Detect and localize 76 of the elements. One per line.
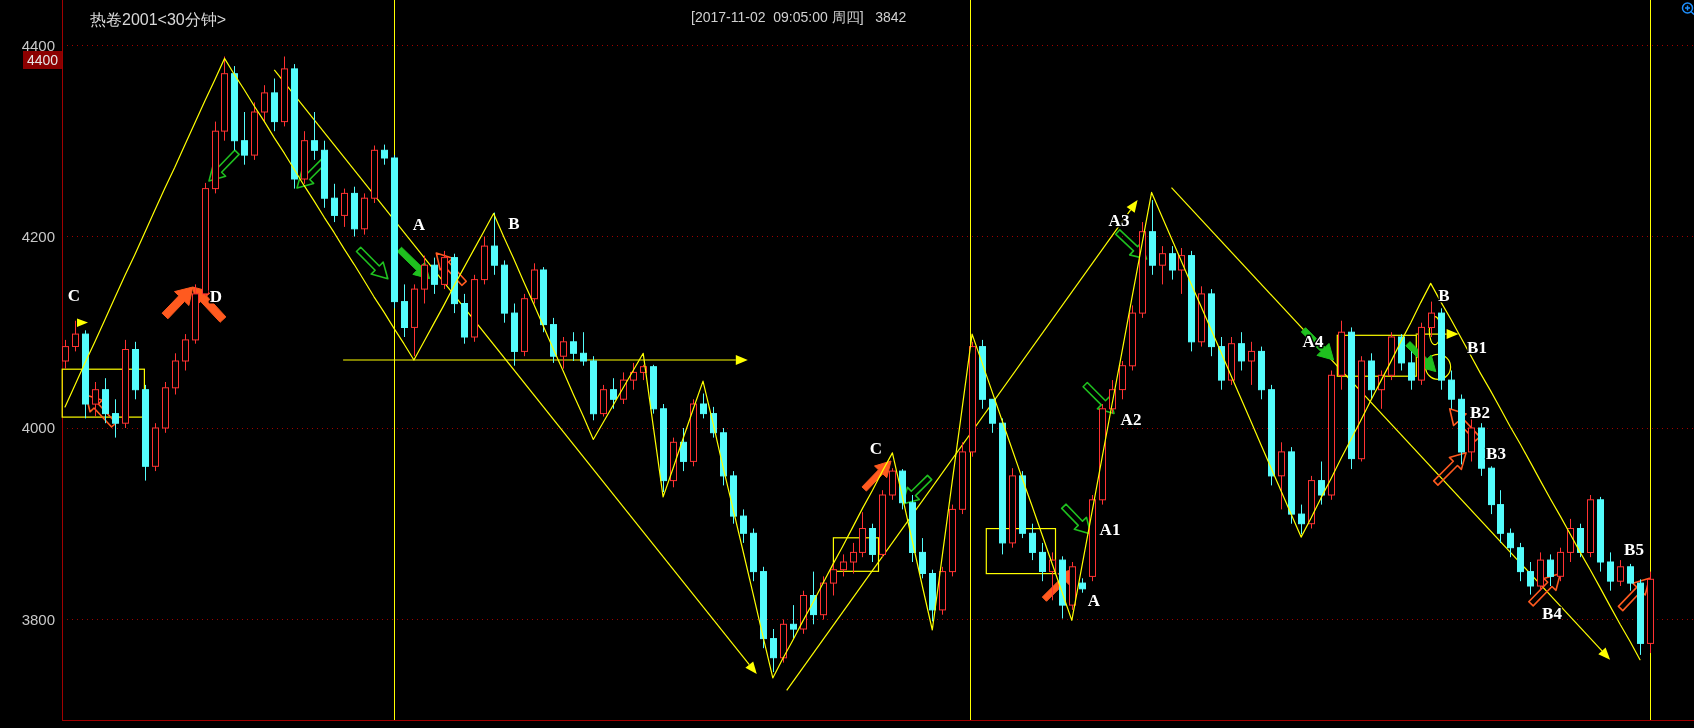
candlestick <box>680 427 687 472</box>
candlestick <box>560 336 567 370</box>
annotation: C <box>869 438 883 458</box>
candlestick <box>1567 518 1574 563</box>
y-tick-label: 4400 <box>21 36 55 54</box>
candlestick <box>311 111 318 161</box>
candlestick <box>850 542 857 574</box>
annotation: A <box>1087 590 1101 610</box>
annotation: A1 <box>1099 519 1121 539</box>
annotation: A <box>412 214 426 234</box>
annotation: B2 <box>1470 402 1490 422</box>
candlestick <box>241 111 248 166</box>
candlestick <box>102 377 109 424</box>
candlestick <box>182 333 189 371</box>
candlestick <box>1627 563 1634 592</box>
candlestick <box>1577 523 1584 558</box>
candlestick <box>889 467 896 501</box>
candlestick <box>1507 528 1514 558</box>
candlestick <box>770 628 777 673</box>
candlestick <box>431 257 438 295</box>
annotation: B <box>508 213 520 233</box>
annotation: D <box>209 286 223 306</box>
candlestick <box>1318 461 1325 506</box>
candlestick <box>62 339 69 370</box>
y-tick-label: 4000 <box>21 419 55 437</box>
y-tick-label: 3800 <box>21 610 55 628</box>
candlestick <box>610 377 617 410</box>
candlestick <box>700 393 707 419</box>
candlestick <box>261 84 268 123</box>
candlestick <box>1159 245 1166 285</box>
candlestick <box>1428 301 1435 338</box>
candlestick <box>570 331 577 362</box>
candlestick <box>381 144 388 166</box>
candlestick <box>790 604 797 640</box>
annotation: B3 <box>1486 443 1506 463</box>
candlestick <box>580 331 587 367</box>
candlestick <box>112 398 119 439</box>
y-tick-label: 4200 <box>21 227 55 245</box>
candlestick <box>1607 551 1614 592</box>
candlestick <box>1517 542 1524 582</box>
candlestick <box>1617 559 1624 587</box>
candlestick <box>1278 441 1285 510</box>
candlestick <box>1298 504 1305 535</box>
candlestick <box>1119 360 1126 400</box>
candlestick <box>331 183 338 223</box>
candlestick <box>1029 523 1036 561</box>
annotation: B1 <box>1467 337 1487 357</box>
candlestick <box>341 188 348 228</box>
candlestick <box>1169 245 1176 281</box>
candlestick <box>1248 341 1255 386</box>
candlestick <box>1039 542 1046 582</box>
annotation: A2 <box>1120 409 1142 429</box>
candlestick <box>92 381 99 417</box>
candlestick <box>1527 561 1534 596</box>
annotation: B5 <box>1624 539 1644 559</box>
candlestick <box>1408 350 1415 391</box>
annotation: B4 <box>1542 603 1563 623</box>
candlestick <box>919 537 926 579</box>
candlestick <box>421 255 428 304</box>
text: [2017-11-02 09:05:00 周四] 3842 <box>691 9 907 25</box>
candlestick <box>1557 547 1564 582</box>
text: 热卷2001<30分钟> <box>90 10 227 28</box>
annotation: B <box>1438 285 1450 305</box>
candlestick <box>1547 553 1554 587</box>
candlestick <box>1448 370 1455 410</box>
candlestick <box>1468 417 1475 462</box>
candlestick <box>840 553 847 577</box>
candlestick <box>1238 331 1245 371</box>
candlestick <box>72 320 79 352</box>
candlestick <box>630 362 637 391</box>
candlestick <box>740 508 747 544</box>
candlestick <box>989 398 996 434</box>
candlestick <box>491 212 498 276</box>
candlestick <box>600 384 607 417</box>
candlestick <box>859 511 866 558</box>
annotation: C <box>67 285 81 305</box>
